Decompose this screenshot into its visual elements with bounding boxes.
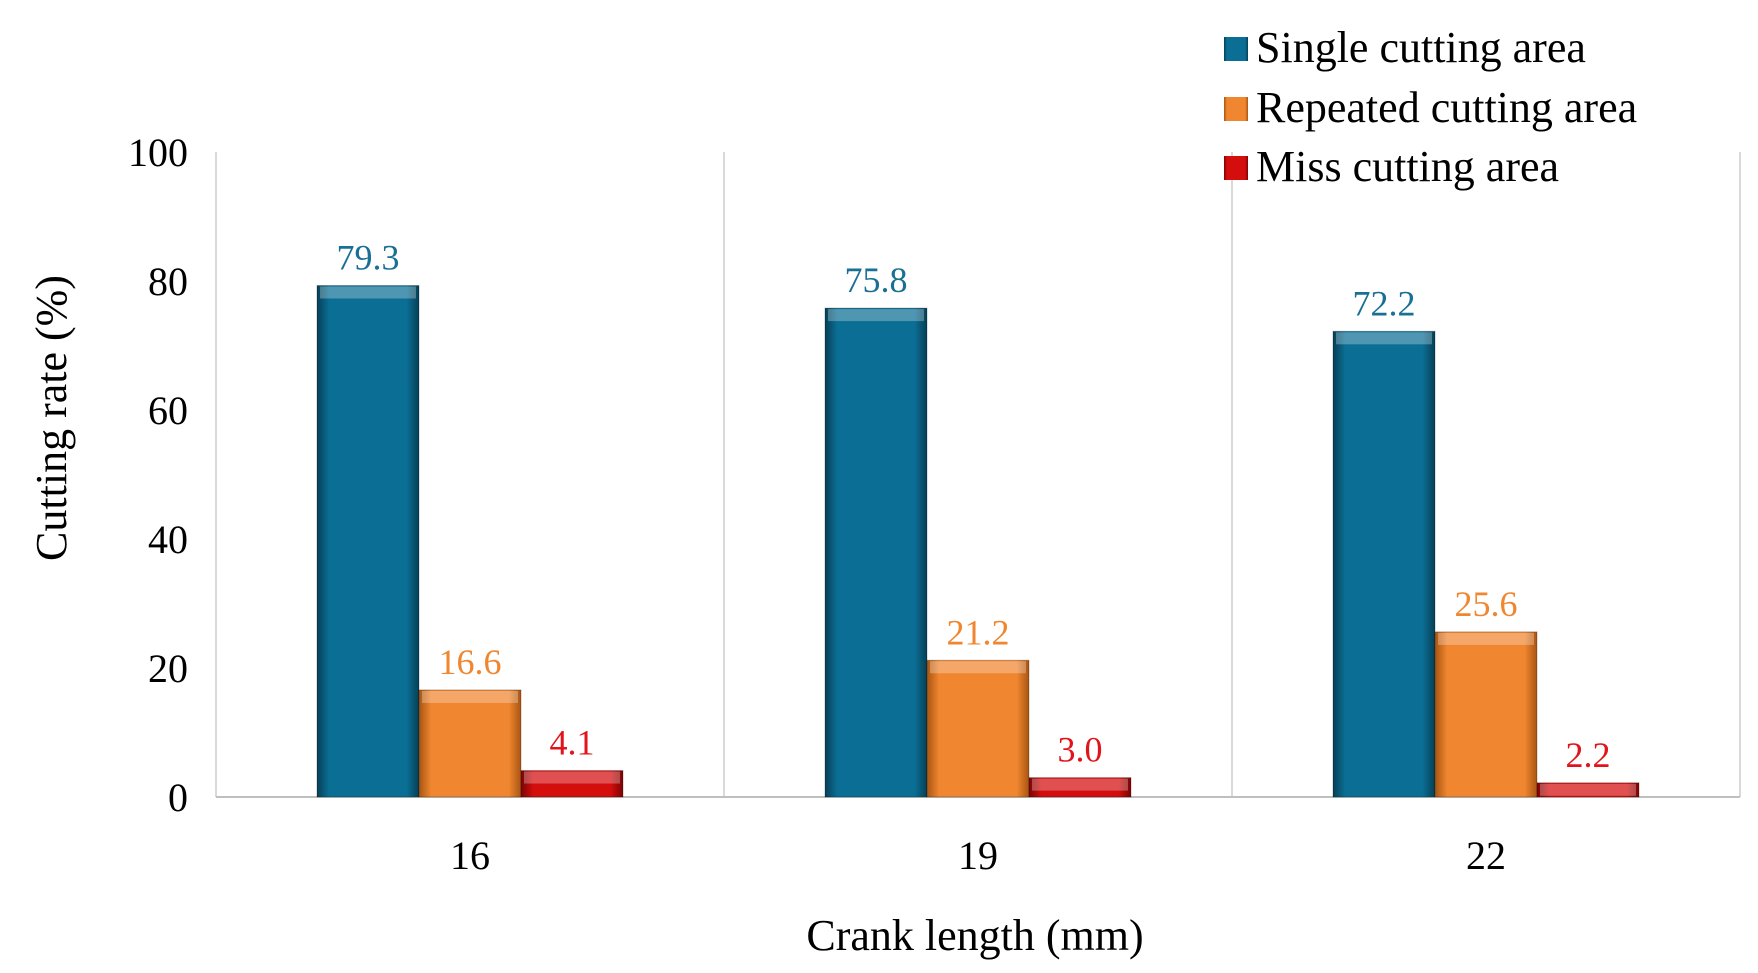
bar [418,689,522,798]
y-tick-label: 100 [128,130,188,175]
bar [1028,777,1132,798]
legend: Single cutting area Repeated cutting are… [1224,23,1637,191]
legend-swatch [1224,37,1248,61]
data-label: 75.8 [845,260,908,300]
bar-bevel [1438,632,1534,645]
bar-bevel [422,690,518,703]
legend-label: Single cutting area [1256,23,1586,72]
bar-bevel [1032,778,1128,791]
bar-bevel [828,309,924,322]
bar [316,285,420,798]
x-axis-title: Crank length (mm) [806,911,1143,960]
bar-bevel [1336,332,1432,345]
bars-layer [316,285,1640,798]
bar [926,659,1030,798]
bar-bevel [320,286,416,299]
legend-label: Repeated cutting area [1256,83,1637,132]
legend-swatch [1224,97,1248,121]
bar-bevel [930,661,1026,674]
bar [1434,631,1538,798]
bar [1332,330,1436,798]
y-tick-label: 20 [148,646,188,691]
y-tick-label: 40 [148,517,188,562]
data-label: 25.6 [1455,584,1518,624]
legend-swatch [1224,156,1248,180]
legend-item-miss: Miss cutting area [1224,142,1559,191]
y-tick-label: 0 [168,775,188,820]
y-axis-title: Cutting rate (%) [27,275,76,561]
legend-item-single: Single cutting area [1224,23,1586,72]
x-tick-label: 22 [1466,833,1506,878]
data-label: 2.2 [1566,735,1611,775]
data-label: 21.2 [947,612,1010,652]
bar [1536,782,1640,798]
bar-bevel [524,771,620,784]
data-labels-layer: 79.3 16.6 4.1 75.8 21.2 3.0 72.2 25.6 2.2 [337,238,1611,775]
data-label: 4.1 [550,723,595,763]
bar [520,770,624,798]
y-axis-ticks: 0 20 40 60 80 100 [128,130,188,820]
legend-item-repeated: Repeated cutting area [1224,83,1637,132]
y-tick-label: 60 [148,388,188,433]
bar [824,307,928,798]
legend-label: Miss cutting area [1256,142,1559,191]
bar-bevel [1540,783,1636,796]
data-label: 3.0 [1058,730,1103,770]
data-label: 79.3 [337,238,400,278]
x-tick-label: 19 [958,833,998,878]
data-label: 16.6 [439,642,502,682]
x-axis-ticks: 16 19 22 [450,833,1506,878]
x-tick-label: 16 [450,833,490,878]
y-tick-label: 80 [148,259,188,304]
data-label: 72.2 [1353,283,1416,323]
